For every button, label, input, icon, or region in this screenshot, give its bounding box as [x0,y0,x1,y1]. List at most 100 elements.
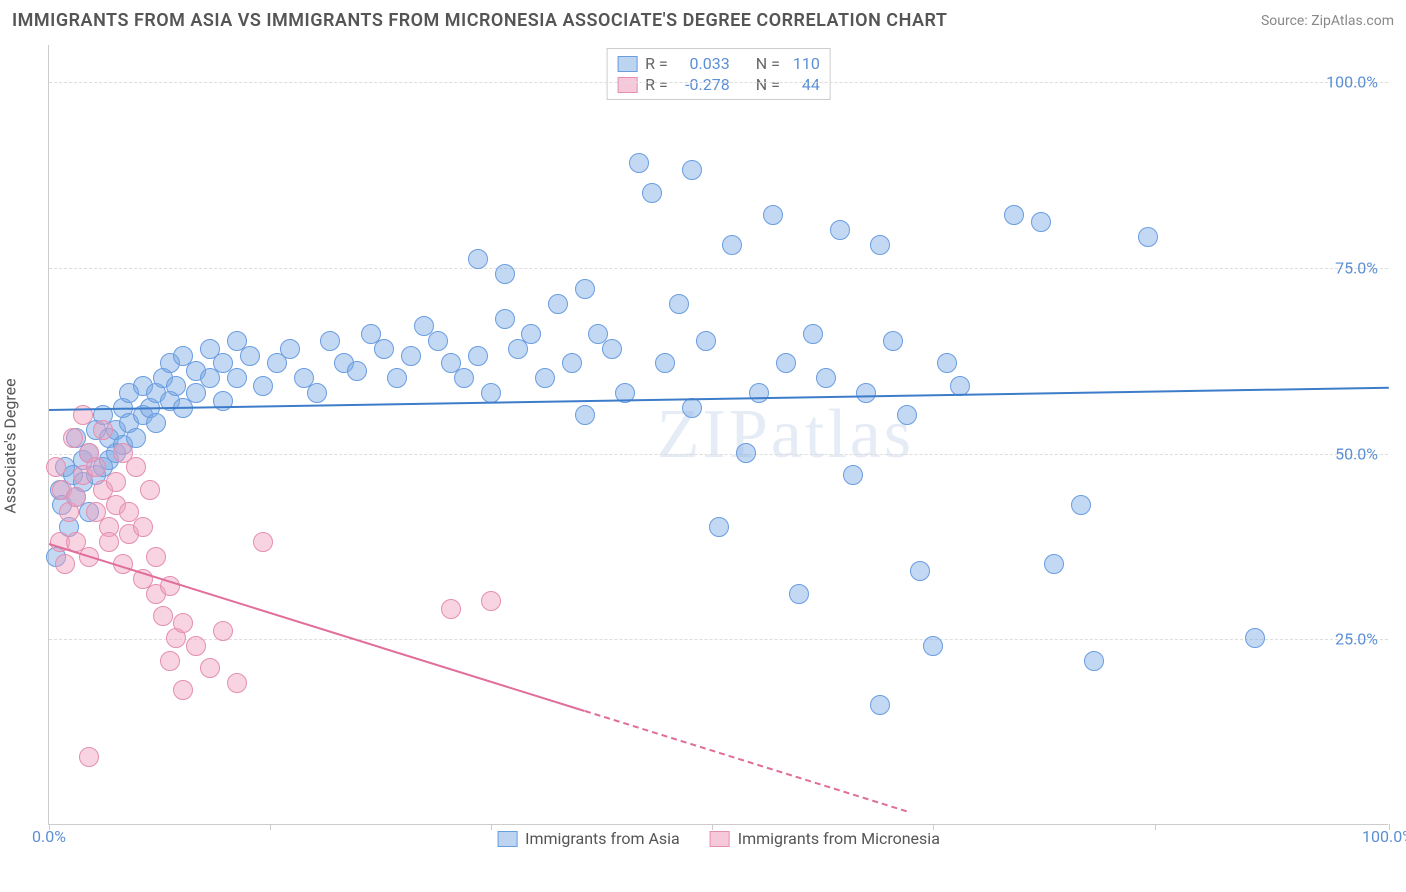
x-tick-mark [270,824,271,830]
scatter-point [789,584,809,604]
scatter-point [213,621,233,641]
scatter-point [843,465,863,485]
x-tick-mark [1389,824,1390,830]
scatter-point [1245,628,1265,648]
scatter-point [1071,495,1091,515]
scatter-point [1031,212,1051,232]
gridline [49,82,1388,83]
scatter-point [280,339,300,359]
legend-label-asia: Immigrants from Asia [525,829,680,848]
scatter-point [602,339,622,359]
scatter-point [454,368,474,388]
n-value-micronesia: 44 [788,75,820,94]
trend-line [49,387,1389,411]
legend-item-asia: Immigrants from Asia [497,829,680,848]
scatter-point [1138,227,1158,247]
n-label-asia: N = [756,54,780,73]
scatter-point [126,457,146,477]
scatter-point [55,554,75,574]
scatter-point [401,346,421,366]
scatter-point [870,235,890,255]
trend-line [585,710,907,812]
scatter-point [160,651,180,671]
scatter-point [240,346,260,366]
scatter-point [1004,205,1024,225]
y-tick-label: 25.0% [1335,630,1378,649]
r-value-micronesia: -0.278 [676,75,730,94]
scatter-point [642,183,662,203]
scatter-point [46,457,66,477]
scatter-point [253,376,273,396]
scatter-point [146,547,166,567]
trend-line [49,543,586,712]
scatter-point [66,487,86,507]
scatter-point [923,636,943,656]
r-label-asia: R = [645,54,668,73]
scatter-point [575,279,595,299]
source-attribution: Source: ZipAtlas.com [1261,13,1394,29]
scatter-point [140,480,160,500]
scatter-point [63,428,83,448]
legend-label-micronesia: Immigrants from Micronesia [738,829,940,848]
scatter-point [428,331,448,351]
scatter-point [709,517,729,537]
scatter-point [99,532,119,552]
scatter-point [253,532,273,552]
scatter-point [495,264,515,284]
scatter-point [79,747,99,767]
scatter-point [133,517,153,537]
stats-row-micronesia: R = -0.278 N = 44 [617,74,820,95]
scatter-point [227,368,247,388]
scatter-point [749,383,769,403]
scatter-point [682,160,702,180]
x-tick-mark [712,824,713,830]
legend-item-micronesia: Immigrants from Micronesia [710,829,940,848]
correlation-stats-box: R = 0.033 N = 110 R = -0.278 N = 44 [606,48,831,100]
scatter-point [722,235,742,255]
n-label-micronesia: N = [756,75,780,94]
scatter-point [521,324,541,344]
scatter-point [575,405,595,425]
scatter-point [347,361,367,381]
scatter-point [93,420,113,440]
scatter-point [86,457,106,477]
scatter-point [856,383,876,403]
scatter-point [655,353,675,373]
scatter-point [883,331,903,351]
x-tick-mark [1155,824,1156,830]
y-axis-label: Associate's Degree [1,378,20,513]
scatter-point [307,383,327,403]
y-tick-label: 50.0% [1335,444,1378,463]
n-value-asia: 110 [788,54,820,73]
gridline [49,639,1388,640]
title-bar: IMMIGRANTS FROM ASIA VS IMMIGRANTS FROM … [12,10,1394,31]
x-tick-mark [491,824,492,830]
scatter-point [468,346,488,366]
swatch-asia [617,56,637,72]
chart-container: IMMIGRANTS FROM ASIA VS IMMIGRANTS FROM … [0,0,1406,892]
scatter-point [910,561,930,581]
scatter-point [535,368,555,388]
x-axis-max-label: 100.0% [1362,827,1406,846]
scatter-point [495,309,515,329]
scatter-point [562,353,582,373]
scatter-point [548,294,568,314]
scatter-point [227,673,247,693]
r-label-micronesia: R = [645,75,668,94]
gridline [49,268,1388,269]
x-tick-mark [933,824,934,830]
scatter-point [830,220,850,240]
chart-title: IMMIGRANTS FROM ASIA VS IMMIGRANTS FROM … [12,10,947,31]
gridline [49,454,1388,455]
scatter-point [146,413,166,433]
stats-row-asia: R = 0.033 N = 110 [617,53,820,74]
x-tick-mark [49,824,50,830]
legend-swatch-micronesia [710,831,730,847]
scatter-point [153,606,173,626]
source-label: Source: [1261,13,1308,29]
swatch-micronesia [617,77,637,93]
scatter-point [173,680,193,700]
bottom-legend: Immigrants from Asia Immigrants from Mic… [497,829,940,848]
scatter-point [763,205,783,225]
scatter-point [629,153,649,173]
